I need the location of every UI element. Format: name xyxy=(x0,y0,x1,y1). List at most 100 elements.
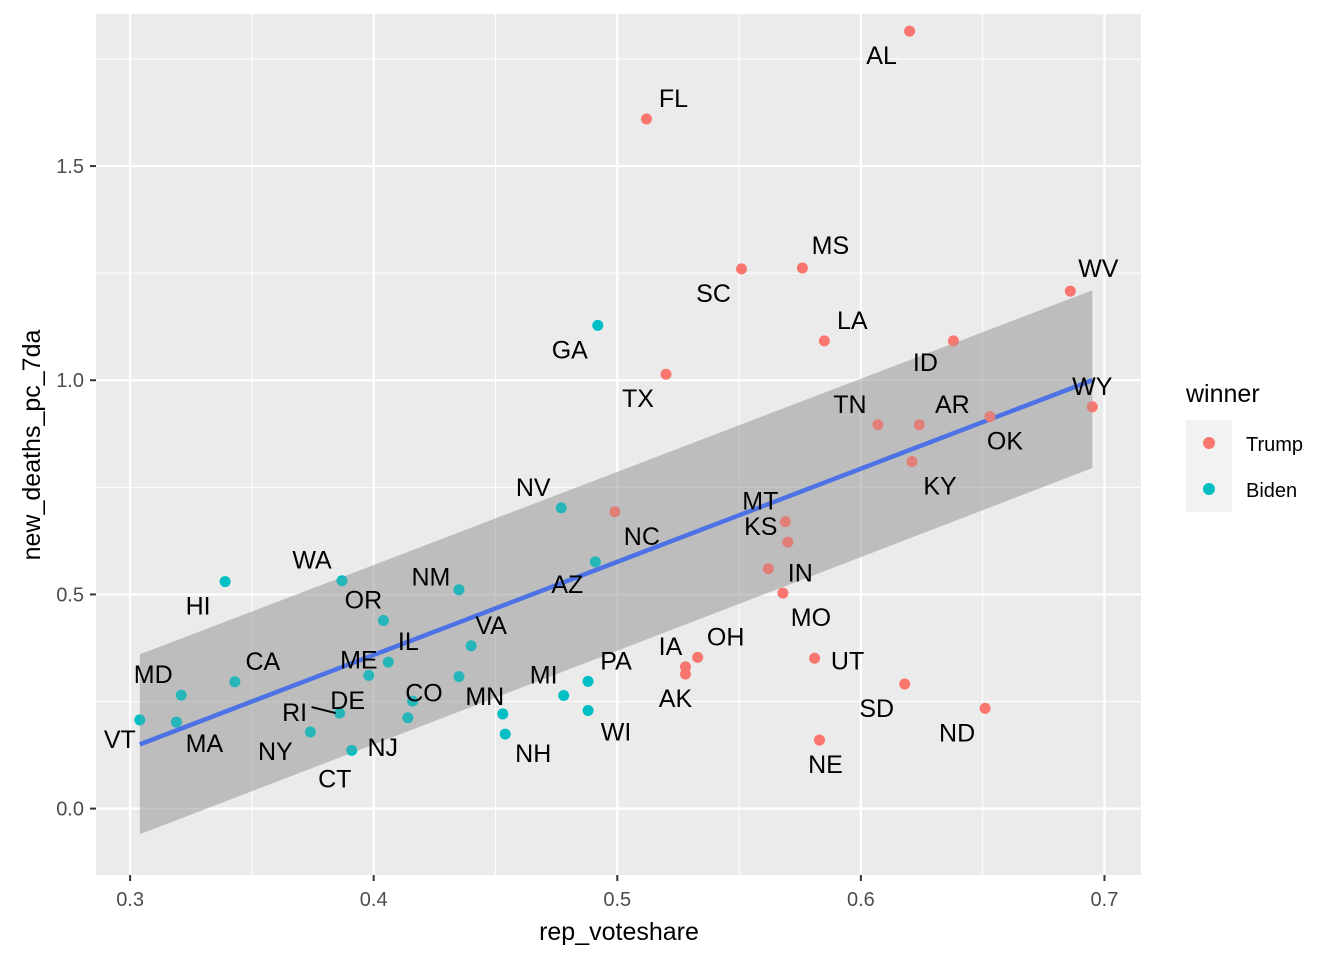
y-tick-label: 0.0 xyxy=(56,799,84,821)
point-nh xyxy=(499,728,511,740)
point-wv xyxy=(1064,285,1076,297)
y-tick-label: 1.5 xyxy=(56,156,84,178)
point-label-tn: TN xyxy=(833,391,866,419)
x-tick-label: 0.4 xyxy=(360,889,388,911)
point-label-mi: MI xyxy=(530,662,558,690)
x-axis: 0.3 0.4 0.5 0.6 0.7 xyxy=(116,875,1118,911)
point-in xyxy=(762,563,774,575)
point-ky xyxy=(906,456,918,468)
point-label-ma: MA xyxy=(186,730,224,758)
point-ok xyxy=(984,411,996,423)
point-label-nm: NM xyxy=(412,564,451,592)
point-label-ct: CT xyxy=(318,765,351,793)
point-label-wi: WI xyxy=(601,719,632,747)
point-va xyxy=(465,640,477,652)
legend: winner Trump Biden xyxy=(1185,380,1303,512)
point-mo xyxy=(777,587,789,599)
point-ma xyxy=(170,716,182,728)
point-label-vt: VT xyxy=(104,726,136,754)
y-tick-label: 0.5 xyxy=(56,584,84,606)
point-label-hi: HI xyxy=(186,593,211,621)
point-or xyxy=(377,615,389,627)
x-tick-label: 0.6 xyxy=(847,889,875,911)
point-wy xyxy=(1086,401,1098,413)
point-la xyxy=(818,335,830,347)
point-label-az: AZ xyxy=(551,571,583,599)
plot-panel xyxy=(96,14,1141,875)
point-label-wy: WY xyxy=(1072,373,1113,401)
legend-title: winner xyxy=(1185,380,1260,408)
point-mi xyxy=(558,690,570,702)
point-label-ks: KS xyxy=(744,513,777,541)
point-sd xyxy=(899,678,911,690)
y-tick-label: 1.0 xyxy=(56,370,84,392)
point-label-ms: MS xyxy=(812,232,850,260)
regression-line xyxy=(139,378,1094,747)
point-label-co: CO xyxy=(405,680,443,708)
point-vt xyxy=(134,714,146,726)
point-ks xyxy=(782,536,794,548)
point-mn xyxy=(497,708,509,720)
point-wi xyxy=(582,705,594,717)
point-label-nv: NV xyxy=(516,474,551,502)
trend-line xyxy=(139,378,1094,747)
point-ct xyxy=(346,744,358,756)
point-ri xyxy=(334,707,346,719)
point-hi xyxy=(219,576,231,588)
point-pa xyxy=(582,675,594,687)
point-label-sd: SD xyxy=(859,695,894,723)
point-ms xyxy=(796,262,808,274)
point-label-la: LA xyxy=(837,307,868,335)
point-ar xyxy=(913,419,925,431)
legend-label-trump: Trump xyxy=(1246,434,1303,456)
point-label-ar: AR xyxy=(935,391,970,419)
point-label-md: MD xyxy=(134,661,173,689)
point-il xyxy=(382,656,394,668)
point-label-me: ME xyxy=(340,646,378,674)
point-label-ny: NY xyxy=(258,738,293,766)
point-label-al: AL xyxy=(866,42,897,70)
point-mt xyxy=(779,516,791,528)
point-label-or: OR xyxy=(345,587,383,615)
point-label-ga: GA xyxy=(552,336,588,364)
panel-background xyxy=(96,14,1141,875)
legend-entries: Trump Biden xyxy=(1186,420,1303,512)
point-nd xyxy=(979,702,991,714)
y-axis-title: new_deaths_pc_7da xyxy=(18,330,46,561)
point-label-il: IL xyxy=(398,628,419,656)
x-axis-title: rep_voteshare xyxy=(539,918,699,946)
confidence-band-overlay xyxy=(139,290,1093,835)
point-ca xyxy=(229,676,241,688)
point-label-nc: NC xyxy=(624,523,660,551)
legend-swatch-biden xyxy=(1203,483,1215,495)
point-id xyxy=(947,335,959,347)
label-connector-ri xyxy=(311,706,336,715)
point-label-wa: WA xyxy=(292,547,332,575)
point-sc xyxy=(736,263,748,275)
point-label-wv: WV xyxy=(1078,255,1119,283)
legend-swatch-trump xyxy=(1203,437,1215,449)
y-axis: 0.0 0.5 1.0 1.5 xyxy=(56,156,96,821)
point-ak xyxy=(679,668,691,680)
point-label-ia: IA xyxy=(659,633,683,661)
point-label-va: VA xyxy=(475,612,507,640)
point-md xyxy=(175,689,187,701)
point-label-nd: ND xyxy=(939,719,975,747)
point-label-nh: NH xyxy=(515,740,551,768)
point-label-de: DE xyxy=(330,687,365,715)
point-al xyxy=(904,25,916,37)
point-label-fl: FL xyxy=(659,85,688,113)
point-nv xyxy=(555,502,567,514)
point-az xyxy=(589,556,601,568)
legend-label-biden: Biden xyxy=(1246,480,1297,502)
point-nj xyxy=(402,712,414,724)
point-oh xyxy=(692,651,704,663)
point-tx xyxy=(660,368,672,380)
point-label-oh: OH xyxy=(707,623,745,651)
x-tick-label: 0.3 xyxy=(116,889,144,911)
point-de xyxy=(407,695,419,707)
point-label-mt: MT xyxy=(742,488,778,516)
point-fl xyxy=(641,113,653,125)
